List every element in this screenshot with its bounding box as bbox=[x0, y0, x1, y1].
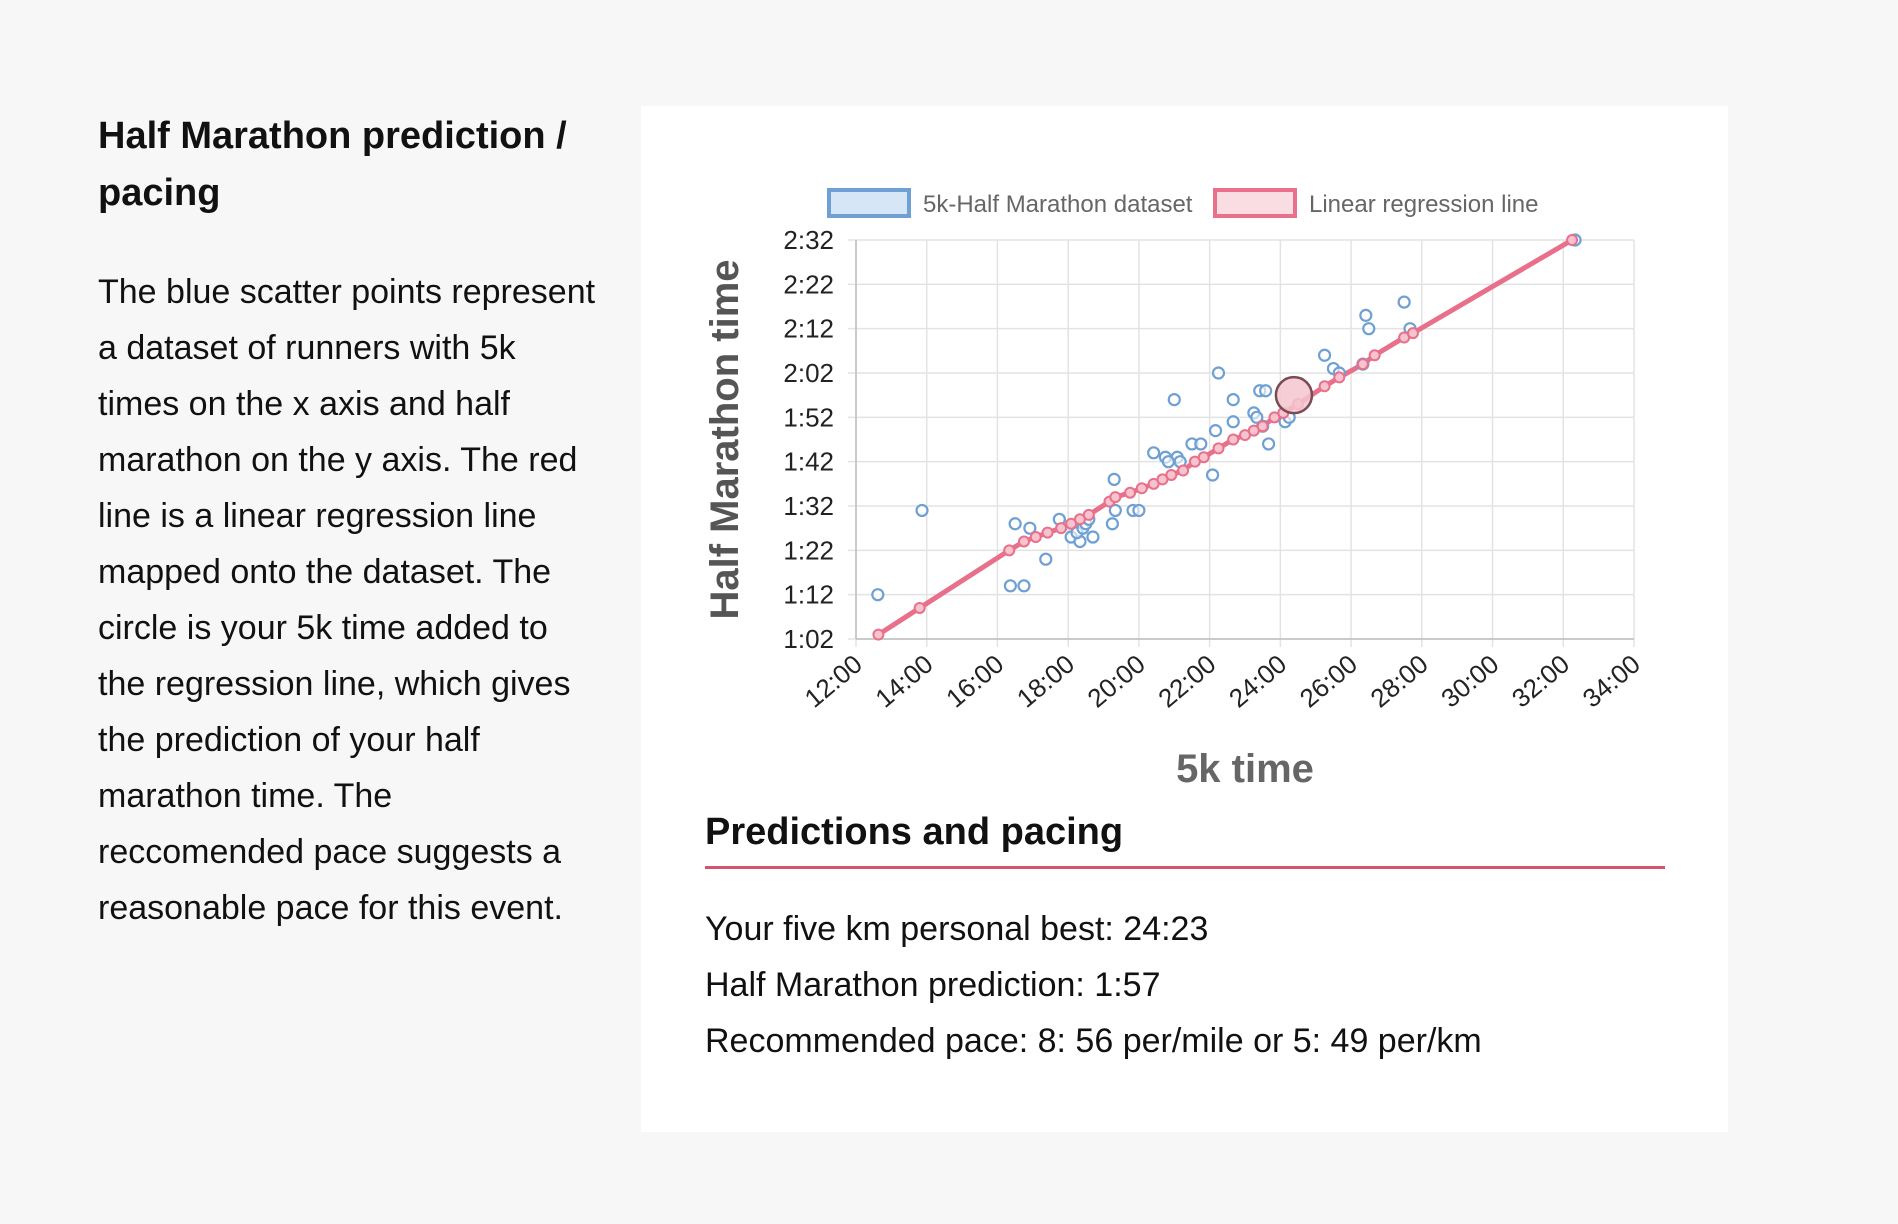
dataset-point bbox=[1167, 393, 1181, 407]
regression-point bbox=[1082, 508, 1095, 521]
dataset-point bbox=[1105, 517, 1119, 531]
y-tick-label: 1:32 bbox=[783, 491, 834, 521]
dataset-point bbox=[1397, 295, 1411, 309]
regression-point bbox=[1227, 433, 1240, 446]
regression-point bbox=[1017, 535, 1030, 548]
dataset-point bbox=[1226, 415, 1240, 429]
regression-point bbox=[1029, 531, 1042, 544]
y-tick-label: 2:22 bbox=[783, 269, 834, 299]
dataset-point bbox=[1194, 437, 1208, 451]
regression-point bbox=[1566, 234, 1579, 246]
regression-point bbox=[872, 628, 885, 641]
y-axis-title: Half Marathon time bbox=[703, 259, 747, 619]
regression-point bbox=[1356, 358, 1369, 371]
dataset-point bbox=[1359, 308, 1373, 322]
dataset-point bbox=[1086, 530, 1100, 544]
dataset-point bbox=[1261, 437, 1276, 451]
x-tick-label: 26:00 bbox=[1294, 649, 1363, 714]
predictions-section: Predictions and pacing Your five km pers… bbox=[705, 806, 1665, 1069]
intro-body: The blue scatter points represent a data… bbox=[98, 273, 596, 927]
legend-swatch-regression bbox=[1213, 188, 1297, 218]
predictions-heading: Predictions and pacing bbox=[705, 811, 1124, 853]
user-prediction-point bbox=[1274, 375, 1314, 415]
dataset-point bbox=[1023, 521, 1037, 535]
x-tick-label: 16:00 bbox=[940, 649, 1009, 714]
regression-point bbox=[1406, 327, 1419, 340]
regression-point bbox=[1041, 526, 1054, 539]
dataset-point bbox=[1147, 446, 1161, 460]
legend-swatch-dataset bbox=[827, 188, 911, 218]
x-tick-label: 28:00 bbox=[1365, 649, 1434, 714]
regression-point bbox=[1135, 482, 1148, 495]
dataset-point bbox=[871, 588, 885, 602]
regression-point bbox=[1109, 491, 1122, 504]
personal-best-text: Your five km personal best: 24:23 bbox=[705, 910, 1209, 948]
dataset-point bbox=[1003, 579, 1018, 593]
y-tick-label: 1:12 bbox=[783, 580, 834, 610]
regression-point bbox=[913, 601, 926, 614]
x-tick-label: 34:00 bbox=[1577, 649, 1646, 714]
dataset-point bbox=[1107, 472, 1121, 486]
y-tick-label: 2:32 bbox=[783, 225, 834, 255]
dataset-point bbox=[1226, 393, 1240, 407]
intro-heading: Half Marathon prediction / pacing bbox=[98, 115, 567, 214]
dataset-point bbox=[1132, 503, 1146, 518]
x-axis-title: 5k time bbox=[1176, 747, 1314, 786]
recommended-pace-text: Recommended pace: 8: 56 per/mile or 5: 4… bbox=[705, 1022, 1482, 1060]
regression-point bbox=[1256, 420, 1269, 433]
scatter-chart: 2:32 2:22 2:12 2:02 1:52 1:42 1:32 1:22 1:12 1:02… bbox=[703, 188, 1646, 786]
y-tick-label: 1:22 bbox=[783, 535, 834, 565]
heading-underline bbox=[705, 866, 1665, 869]
dataset-point bbox=[1017, 579, 1031, 593]
chart-card: 2:32 2:22 2:12 2:02 1:52 1:42 1:32 1:22 1:12 1:02… bbox=[641, 106, 1728, 1132]
regression-point bbox=[1165, 468, 1178, 481]
dataset-point bbox=[1250, 410, 1264, 424]
regression-point bbox=[1177, 464, 1190, 477]
x-tick-label: 14:00 bbox=[869, 649, 938, 714]
x-tick-label: 32:00 bbox=[1506, 649, 1575, 714]
dataset-point bbox=[1211, 366, 1226, 380]
regression-point bbox=[1197, 451, 1210, 464]
regression-point bbox=[1212, 442, 1225, 455]
y-tick-label: 1:42 bbox=[783, 447, 834, 477]
dataset-point bbox=[1259, 384, 1273, 398]
dataset-point bbox=[1108, 503, 1122, 518]
y-tick-label: 2:12 bbox=[783, 314, 834, 344]
x-tick-label: 24:00 bbox=[1223, 649, 1292, 714]
regression-point bbox=[1003, 544, 1016, 557]
dataset-point bbox=[1039, 552, 1053, 566]
x-tick-label: 22:00 bbox=[1152, 649, 1221, 714]
legend-label-regression: Linear regression line bbox=[1309, 191, 1538, 218]
dataset-point bbox=[1205, 468, 1220, 482]
legend-label-dataset: 5k-Half Marathon dataset bbox=[923, 191, 1193, 218]
dataset-point bbox=[915, 503, 929, 518]
regression-point bbox=[1368, 349, 1381, 362]
x-tick-label: 20:00 bbox=[1082, 649, 1151, 714]
x-tick-label: 12:00 bbox=[799, 649, 868, 714]
y-tick-label: 1:52 bbox=[783, 402, 834, 432]
regression-point bbox=[1055, 522, 1068, 535]
dataset-point bbox=[1161, 455, 1175, 469]
x-tick-label: 18:00 bbox=[1011, 649, 1080, 714]
dataset-point bbox=[1362, 322, 1376, 336]
x-tick-label: 30:00 bbox=[1435, 649, 1504, 714]
y-tick-label: 1:02 bbox=[783, 624, 834, 654]
regression-point bbox=[1124, 486, 1137, 499]
dataset-point bbox=[1317, 348, 1332, 362]
half-marathon-prediction-text: Half Marathon prediction: 1:57 bbox=[705, 966, 1161, 1004]
dataset-point bbox=[1008, 517, 1022, 531]
regression-line bbox=[875, 237, 1575, 638]
dataset-point bbox=[1208, 424, 1223, 438]
regression-point bbox=[1318, 380, 1331, 393]
y-tick-label: 2:02 bbox=[783, 358, 834, 388]
regression-point bbox=[1333, 371, 1346, 384]
intro-section: Half Marathon prediction / pacing The bl… bbox=[98, 108, 598, 936]
